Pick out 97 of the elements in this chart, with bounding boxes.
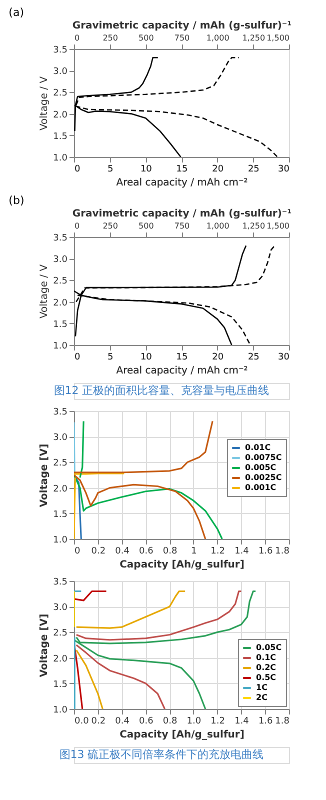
- x-tick-label: 25: [248, 164, 260, 174]
- x-tick-label: 1.8: [275, 546, 290, 556]
- y-tick-label: 2.5: [53, 458, 68, 469]
- x-tick-label: 0.2: [91, 546, 106, 556]
- x-tick-label: 20: [212, 164, 224, 174]
- y-tick-label: 2.5: [53, 276, 68, 287]
- x-tick-label: 30: [278, 164, 290, 174]
- x-tick-label: 0.4: [115, 716, 130, 726]
- legend-label: 0.5C: [256, 673, 276, 682]
- legend-label: 2C: [256, 693, 268, 702]
- y-axis-title: Voltage [V]: [39, 444, 50, 508]
- x-tick-label: 0.6: [139, 546, 154, 556]
- y-tick-label: 1.5: [53, 132, 68, 142]
- x-tick-label: 25: [248, 352, 260, 362]
- legend-label: 0.1C: [256, 653, 276, 662]
- y-tick-label: 2.0: [53, 110, 68, 120]
- x-tick-label: 0.6: [139, 716, 154, 726]
- legend-label: 1C: [256, 683, 268, 692]
- x-tick-label: 0: [74, 546, 80, 556]
- legend-label: 0.001C: [245, 483, 276, 492]
- legend-label: 0.0025C: [245, 473, 282, 482]
- x2-tick-label: 1,500: [266, 222, 290, 230]
- chart-title: (a): [8, 6, 24, 19]
- x-tick-label: 5: [107, 352, 114, 362]
- x-tick-label: 0: [74, 164, 80, 174]
- y-tick-label: 1.0: [53, 536, 68, 546]
- x-tick-label: 1: [191, 546, 197, 556]
- x-tick-label: 0.0: [74, 716, 90, 726]
- x-tick-label: 1.0: [186, 716, 202, 726]
- x2-tick-label: 250: [102, 34, 118, 42]
- legend-label: 0.0075C: [245, 453, 282, 462]
- x-tick-label: 1.6: [258, 546, 274, 556]
- legend-label: 0.005C: [245, 463, 276, 472]
- caption: 图12 正极的面积比容量、克容量与电压曲线: [54, 384, 270, 397]
- x-tick-label: 0.8: [162, 546, 178, 556]
- x2-tick-label: 1,250: [242, 34, 266, 42]
- y-tick-label: 3.5: [53, 578, 68, 588]
- legend-label: 0.05C: [256, 643, 282, 652]
- x-axis-title: Areal capacity / mAh cm⁻²: [116, 178, 248, 188]
- y-tick-label: 3.0: [53, 603, 68, 614]
- x-tick-label: 1.4: [234, 716, 250, 726]
- x-tick-label: 15: [176, 164, 188, 174]
- y-tick-label: 1.5: [53, 510, 68, 520]
- x-axis-title: Capacity [Ah/g_sulfur]: [120, 560, 244, 570]
- y-tick-label: 3.5: [53, 408, 68, 418]
- x-tick-label: 0.4: [115, 546, 130, 556]
- x2-tick-label: 1,500: [266, 34, 290, 42]
- x2-axis-title: Gravimetric capacity / mAh (g-sulfur)⁻¹: [72, 20, 292, 32]
- y-tick-label: 1.0: [53, 342, 68, 352]
- x2-tick-label: 0: [74, 34, 80, 42]
- y-tick-label: 1.5: [53, 320, 68, 330]
- x2-tick-label: 500: [138, 34, 154, 42]
- y-tick-label: 1.0: [53, 154, 68, 164]
- x-tick-label: 0.8: [162, 716, 178, 726]
- y-tick-label: 3.5: [53, 234, 68, 244]
- x-tick-label: 1.2: [210, 546, 225, 556]
- x2-tick-label: 250: [102, 222, 118, 230]
- y-tick-label: 3.0: [53, 255, 68, 266]
- x-tick-label: 30: [278, 352, 290, 362]
- y-tick-label: 2.5: [53, 628, 68, 639]
- y-axis-title: Voltage / V: [39, 264, 50, 319]
- x-tick-label: 1.4: [234, 546, 250, 556]
- x-tick-label: 15: [176, 352, 188, 362]
- y-tick-label: 2.0: [53, 654, 68, 664]
- x-tick-label: 0: [74, 352, 80, 362]
- y-tick-label: 2.0: [53, 298, 68, 308]
- x2-tick-label: 500: [138, 222, 154, 230]
- x-tick-label: 1.8: [275, 716, 290, 726]
- x-tick-label: 1.6: [258, 716, 274, 726]
- x2-axis-title: Gravimetric capacity / mAh (g-sulfur)⁻¹: [72, 208, 292, 220]
- y-axis-title: Voltage [V]: [39, 614, 50, 678]
- y-tick-label: 3.0: [53, 433, 68, 444]
- y-axis-title: Voltage / V: [39, 76, 50, 131]
- legend-label: 0.2C: [256, 663, 276, 672]
- legend-label: 0.01C: [245, 443, 271, 452]
- x-tick-label: 5: [107, 164, 114, 174]
- x2-tick-label: 0: [74, 222, 80, 230]
- y-tick-label: 2.5: [53, 88, 68, 99]
- x-tick-label: 0.2: [91, 716, 106, 726]
- x2-tick-label: 750: [174, 34, 190, 42]
- x-axis-title: Areal capacity / mAh cm⁻²: [116, 366, 248, 376]
- y-tick-label: 3.0: [53, 67, 68, 78]
- y-tick-label: 1.5: [53, 680, 68, 690]
- y-tick-label: 2.0: [53, 484, 68, 494]
- x-axis-title: Capacity [Ah/g_sulfur]: [120, 730, 244, 740]
- x2-tick-label: 1,000: [206, 34, 230, 42]
- x-tick-label: 20: [212, 352, 224, 362]
- y-tick-label: 3.5: [53, 46, 68, 56]
- x-tick-label: 1.2: [210, 716, 225, 726]
- y-tick-label: 1.0: [53, 706, 68, 716]
- caption: 图13 硫正极不同倍率条件下的充放电曲线: [59, 748, 264, 761]
- x-tick-label: 10: [140, 164, 152, 174]
- x2-tick-label: 1,250: [242, 222, 266, 230]
- x2-tick-label: 1,000: [206, 222, 230, 230]
- x2-tick-label: 750: [174, 222, 190, 230]
- chart-title: (b): [8, 194, 24, 207]
- x-tick-label: 10: [140, 352, 152, 362]
